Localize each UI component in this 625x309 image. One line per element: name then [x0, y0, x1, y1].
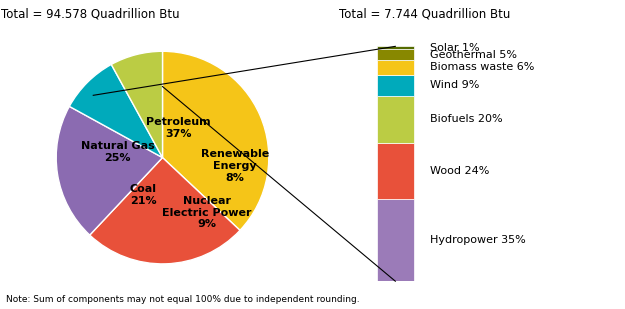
Text: Geothermal 5%: Geothermal 5%	[430, 49, 517, 60]
Bar	[376, 143, 414, 199]
Text: Coal
21%: Coal 21%	[130, 184, 157, 205]
Bar	[376, 74, 414, 96]
Text: Hydropower 35%: Hydropower 35%	[430, 235, 526, 245]
Text: Nuclear
Electric Power
9%: Nuclear Electric Power 9%	[162, 196, 252, 230]
Wedge shape	[69, 65, 162, 158]
Wedge shape	[111, 51, 162, 158]
Text: Total = 7.744 Quadrillion Btu: Total = 7.744 Quadrillion Btu	[339, 8, 511, 21]
Text: Biofuels 20%: Biofuels 20%	[430, 114, 502, 124]
Text: Wind 9%: Wind 9%	[430, 80, 479, 90]
Text: Solar 1%: Solar 1%	[430, 43, 479, 53]
Wedge shape	[162, 51, 269, 230]
Text: Note: Sum of components may not equal 100% due to independent rounding.: Note: Sum of components may not equal 10…	[6, 295, 360, 304]
Text: Petroleum
37%: Petroleum 37%	[146, 117, 211, 139]
Text: Natural Gas
25%: Natural Gas 25%	[81, 142, 155, 163]
Text: Biomass waste 6%: Biomass waste 6%	[430, 62, 534, 73]
Bar	[376, 46, 414, 49]
Text: Renewable
Energy
8%: Renewable Energy 8%	[201, 150, 269, 183]
Bar	[376, 199, 414, 281]
Wedge shape	[90, 158, 240, 264]
Wedge shape	[56, 106, 162, 235]
Text: Wood 24%: Wood 24%	[430, 166, 489, 176]
Bar	[376, 96, 414, 143]
Bar	[376, 61, 414, 74]
Text: Total = 94.578 Quadrillion Btu: Total = 94.578 Quadrillion Btu	[1, 8, 180, 21]
Bar	[376, 49, 414, 61]
